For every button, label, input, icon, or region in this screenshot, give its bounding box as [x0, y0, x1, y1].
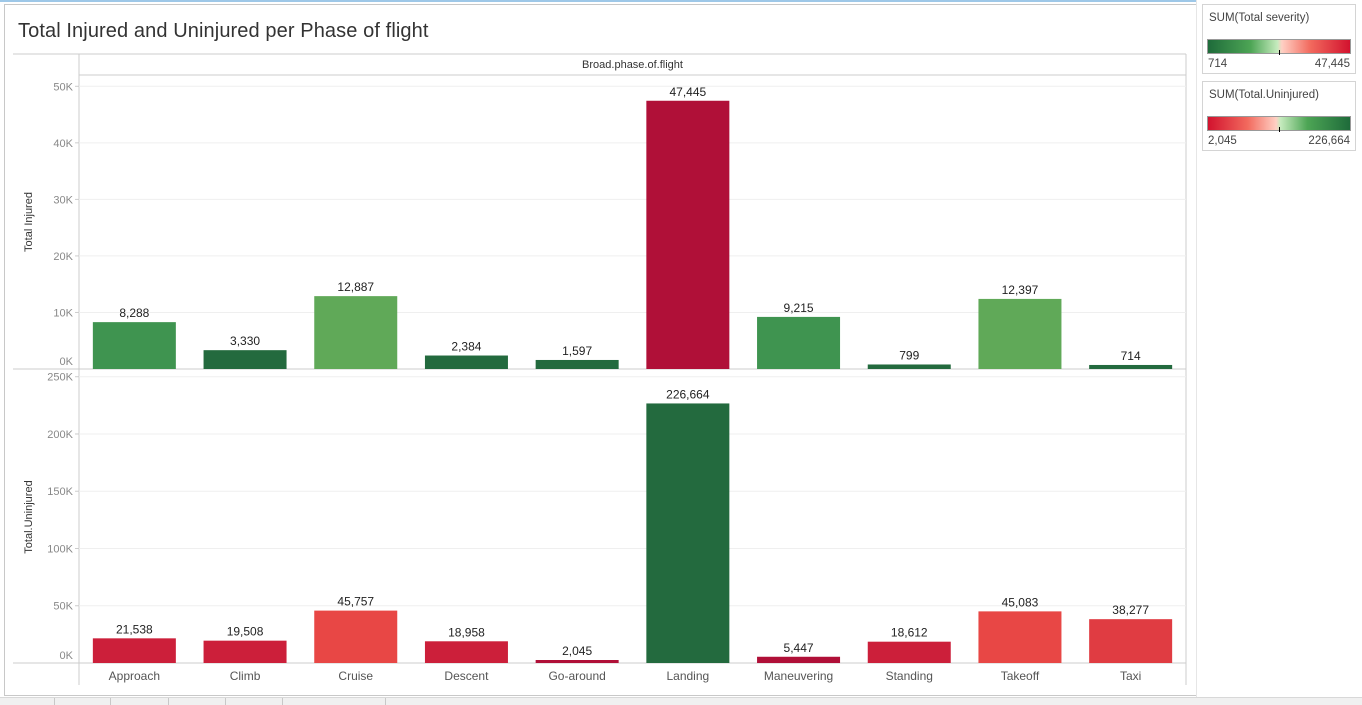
x-category-label: Taxi — [1120, 669, 1141, 683]
bar-climb[interactable] — [203, 640, 287, 663]
data-label: 45,757 — [337, 595, 374, 609]
bar-taxi[interactable] — [1089, 619, 1173, 663]
bar-go-around[interactable] — [535, 660, 619, 663]
data-label: 18,958 — [448, 625, 485, 639]
x-category-label: Landing — [666, 669, 709, 683]
top-accent-line — [0, 0, 1197, 2]
bar-descent[interactable] — [424, 355, 508, 369]
legend-midpoint-tick — [1279, 127, 1280, 132]
legend-title: SUM(Total severity) — [1209, 12, 1310, 24]
x-category-label: Takeoff — [1001, 669, 1040, 683]
bar-cruise[interactable] — [314, 296, 398, 369]
sheet-tab[interactable] — [110, 698, 111, 705]
legend-color-ramp — [1207, 116, 1351, 132]
bar-standing[interactable] — [867, 364, 951, 369]
y-tick-label: 0K — [60, 356, 74, 368]
bar-standing[interactable] — [867, 641, 951, 663]
x-category-label: Maneuvering — [764, 669, 833, 683]
bar-go-around[interactable] — [535, 359, 619, 369]
x-category-label: Climb — [230, 669, 261, 683]
data-label: 2,045 — [562, 644, 592, 658]
bar-takeoff[interactable] — [978, 298, 1062, 369]
data-label: 1,597 — [562, 344, 592, 358]
column-header-label: Broad.phase.of.flight — [582, 59, 683, 71]
sheet-tab[interactable] — [54, 698, 55, 705]
data-label: 8,288 — [119, 306, 149, 320]
y-tick-label: 40K — [53, 138, 73, 150]
data-label: 12,887 — [337, 280, 374, 294]
data-label: 12,397 — [1002, 283, 1039, 297]
bar-maneuvering[interactable] — [757, 656, 841, 663]
data-label: 45,083 — [1002, 595, 1039, 609]
legend-min-value: 2,045 — [1208, 135, 1237, 147]
severity-color-legend[interactable]: SUM(Total severity) 714 47,445 — [1202, 4, 1356, 74]
y-tick-label: 50K — [53, 81, 73, 93]
data-label: 226,664 — [666, 387, 710, 401]
chart-worksheet: Total Injured and Uninjured per Phase of… — [4, 4, 1197, 696]
y-tick-label: 30K — [53, 194, 73, 206]
chart-title: Total Injured and Uninjured per Phase of… — [18, 20, 429, 42]
sheet-tab[interactable] — [282, 698, 283, 705]
bar-taxi[interactable] — [1089, 364, 1173, 369]
data-label: 2,384 — [451, 340, 481, 354]
legend-midpoint-tick — [1279, 50, 1280, 55]
bar-takeoff[interactable] — [978, 611, 1062, 663]
data-label: 9,215 — [784, 301, 814, 315]
y-tick-label: 250K — [47, 372, 73, 384]
y-tick-label: 50K — [53, 601, 73, 613]
data-label: 799 — [899, 348, 919, 362]
legend-max-value: 226,664 — [1308, 135, 1350, 147]
data-label: 3,330 — [230, 334, 260, 348]
bar-climb[interactable] — [203, 350, 287, 369]
bar-landing[interactable] — [646, 403, 730, 663]
y-tick-label: 200K — [47, 429, 73, 441]
bar-descent[interactable] — [424, 641, 508, 663]
y-axis-title: Total Injured — [23, 192, 35, 252]
legend-max-value: 47,445 — [1314, 58, 1350, 70]
sheet-tab-bar[interactable] — [0, 697, 1362, 705]
x-category-label: Approach — [109, 669, 160, 683]
y-tick-label: 20K — [53, 251, 73, 263]
legend-min-value: 714 — [1208, 58, 1228, 70]
bar-approach[interactable] — [92, 322, 176, 369]
data-label: 38,277 — [1112, 603, 1149, 617]
legend-title: SUM(Total.Uninjured) — [1209, 89, 1319, 101]
sheet-tab[interactable] — [168, 698, 169, 705]
y-tick-label: 100K — [47, 543, 73, 555]
x-category-label: Standing — [886, 669, 933, 683]
y-tick-label: 0K — [60, 650, 74, 662]
uninjured-color-legend[interactable]: SUM(Total.Uninjured) 2,045 226,664 — [1202, 81, 1356, 151]
data-label: 47,445 — [669, 85, 706, 99]
y-tick-label: 150K — [47, 486, 73, 498]
y-axis-title: Total.Uninjured — [23, 480, 35, 553]
data-label: 19,508 — [227, 625, 264, 639]
data-label: 714 — [1121, 349, 1141, 363]
data-label: 18,612 — [891, 626, 928, 640]
x-category-label: Go-around — [548, 669, 605, 683]
data-label: 21,538 — [116, 622, 153, 636]
bar-chart[interactable]: Broad.phase.of.flight 0K 10K 20K 30K 40K 50K To… — [5, 5, 1196, 695]
bar-approach[interactable] — [92, 638, 176, 663]
bar-cruise[interactable] — [314, 610, 398, 663]
y-tick-label: 10K — [53, 307, 73, 319]
sheet-tab[interactable] — [385, 698, 386, 705]
sheet-tab[interactable] — [225, 698, 226, 705]
x-category-label: Descent — [444, 669, 489, 683]
x-category-label: Cruise — [338, 669, 373, 683]
pane-separator — [1196, 0, 1197, 704]
bar-maneuvering[interactable] — [757, 316, 841, 369]
legend-color-ramp — [1207, 39, 1351, 55]
data-label: 5,447 — [784, 641, 814, 655]
bar-landing[interactable] — [646, 100, 730, 370]
